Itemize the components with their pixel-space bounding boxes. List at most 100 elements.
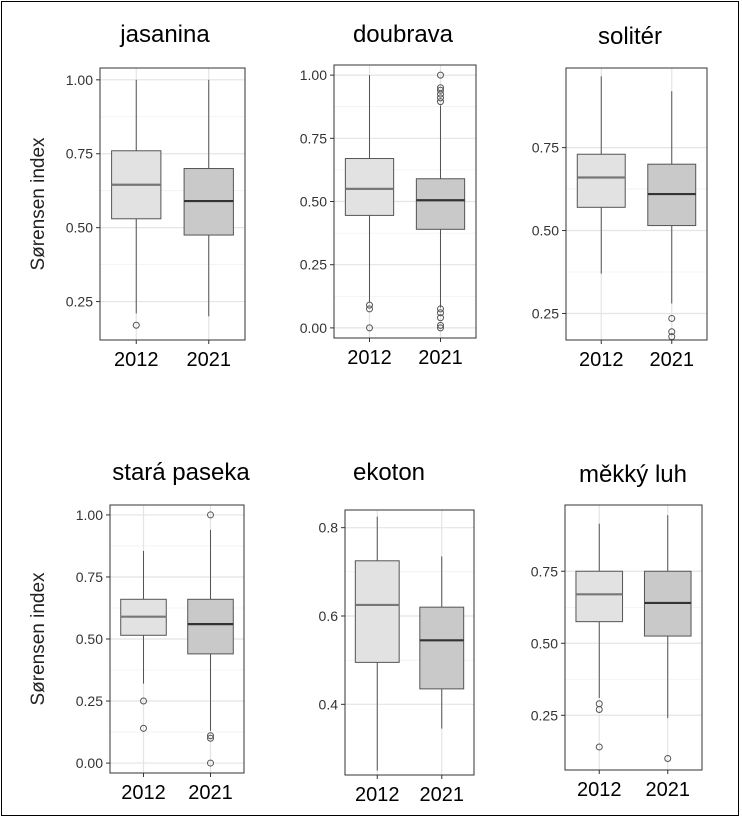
outlier-point bbox=[140, 697, 147, 705]
panel-title: měkký luh bbox=[579, 461, 687, 488]
x-tick-label: 2012 bbox=[121, 782, 166, 804]
box-2012 bbox=[111, 79, 162, 329]
panel-border bbox=[99, 67, 246, 341]
outlier-point bbox=[664, 754, 672, 762]
panel-border bbox=[564, 504, 703, 771]
outlier-point bbox=[140, 724, 147, 732]
outlier-point bbox=[437, 305, 444, 313]
y-tick-label: 0.50 bbox=[66, 220, 93, 236]
y-tick-label: 0.50 bbox=[532, 223, 559, 239]
y-tick-label: 0.75 bbox=[66, 146, 93, 162]
x-tick-label: 2021 bbox=[650, 349, 695, 371]
x-tick-label: 2021 bbox=[418, 347, 463, 369]
panel-3: solitér 0.25 0.50 0.75 2012 2021 bbox=[532, 23, 708, 371]
y-tick-label: 0.6 bbox=[319, 608, 339, 624]
y-tick-label: 0.75 bbox=[532, 140, 559, 156]
x-tick-label: 2021 bbox=[188, 782, 233, 804]
outlier-point bbox=[595, 743, 603, 751]
iqr-box bbox=[354, 560, 400, 663]
outlier-point bbox=[668, 328, 676, 336]
outlier-point bbox=[366, 301, 373, 309]
box-2021 bbox=[187, 511, 234, 767]
box-2021 bbox=[643, 515, 692, 762]
y-tick-label: 0.75 bbox=[300, 130, 327, 146]
y-tick-label: 0.25 bbox=[300, 257, 327, 273]
plot-area bbox=[565, 505, 702, 770]
y-tick-label: 0.25 bbox=[66, 294, 93, 310]
outlier-point bbox=[437, 98, 444, 106]
outlier-point bbox=[207, 511, 214, 519]
box-2012 bbox=[576, 76, 626, 274]
iqr-box bbox=[415, 178, 466, 230]
y-tick-label: 1.00 bbox=[76, 507, 103, 523]
y-tick-label: 0.25 bbox=[531, 707, 558, 723]
outlier-point bbox=[437, 314, 444, 322]
y-tick-label: 1.00 bbox=[300, 67, 327, 83]
outlier-point bbox=[366, 305, 373, 313]
panel-title: ekoton bbox=[353, 459, 425, 486]
outlier-point bbox=[437, 321, 444, 329]
outlier-point bbox=[366, 324, 373, 332]
y-tick-label: 0.00 bbox=[76, 755, 103, 771]
panel-title: jasanina bbox=[119, 21, 210, 48]
iqr-box bbox=[575, 570, 624, 623]
y-tick-label: 1.00 bbox=[66, 72, 93, 88]
y-tick-label: 0.50 bbox=[531, 635, 558, 651]
y-tick-label: 0.25 bbox=[532, 305, 559, 321]
outlier-point bbox=[437, 71, 444, 79]
panel-2: doubrava 0.00 0.25 0.50 0.75 1.00 2012 2021 bbox=[300, 21, 477, 369]
y-tick-label: 0.4 bbox=[319, 696, 339, 712]
outlier-point bbox=[595, 700, 603, 708]
y-axis-label: Sørensen index bbox=[28, 572, 49, 706]
panel-1: jasanina 0.25 0.50 0.75 1.00 2012 2021 Sørensen… bbox=[28, 21, 246, 371]
x-tick-label: 2012 bbox=[577, 779, 622, 801]
outlier-point bbox=[207, 734, 214, 742]
x-tick-label: 2012 bbox=[355, 784, 400, 806]
panel-border bbox=[344, 509, 475, 776]
y-tick-label: 0.50 bbox=[300, 194, 327, 210]
x-tick-label: 2012 bbox=[579, 349, 624, 371]
y-tick-label: 0.8 bbox=[319, 520, 339, 536]
outlier-point bbox=[668, 314, 676, 322]
box-2021 bbox=[647, 91, 697, 341]
box-2021 bbox=[419, 556, 465, 729]
outlier-point bbox=[207, 759, 214, 767]
iqr-box bbox=[344, 158, 395, 216]
box-2012 bbox=[344, 75, 395, 332]
outlier-point bbox=[437, 94, 444, 102]
box-2012 bbox=[120, 550, 167, 732]
panel-4: stará paseka 0.00 0.25 0.50 0.75 1.00 2012 2021… bbox=[28, 459, 250, 804]
box-2021 bbox=[415, 71, 466, 332]
y-axis-label: Sørensen index bbox=[28, 137, 49, 271]
y-tick-label: 0.50 bbox=[76, 631, 103, 647]
iqr-box bbox=[187, 598, 234, 655]
x-tick-label: 2021 bbox=[420, 784, 465, 806]
outlier-point bbox=[437, 86, 444, 94]
outlier-point bbox=[132, 321, 140, 329]
box-2012 bbox=[575, 523, 624, 751]
panel-title: doubrava bbox=[353, 21, 454, 48]
outlier-point bbox=[437, 84, 444, 92]
iqr-box bbox=[576, 153, 626, 208]
y-tick-label: 0.00 bbox=[300, 320, 327, 336]
x-tick-label: 2021 bbox=[646, 779, 691, 801]
box-2021 bbox=[183, 79, 234, 317]
y-tick-label: 0.75 bbox=[531, 563, 558, 579]
outlier-point bbox=[437, 324, 444, 332]
x-tick-label: 2012 bbox=[347, 347, 392, 369]
panel-title: stará paseka bbox=[112, 459, 250, 486]
panel-5: ekoton 0.4 0.6 0.8 2012 2021 bbox=[319, 459, 475, 806]
outlier-point bbox=[437, 309, 444, 317]
x-tick-label: 2021 bbox=[187, 349, 232, 371]
panel-title: solitér bbox=[598, 23, 662, 50]
iqr-box bbox=[419, 606, 465, 690]
box-2012 bbox=[354, 516, 400, 771]
panel-border bbox=[565, 67, 708, 341]
outlier-point bbox=[207, 732, 214, 740]
panel-6: měkký luh 0.25 0.50 0.75 2012 2021 bbox=[531, 461, 703, 801]
x-tick-label: 2012 bbox=[114, 349, 159, 371]
y-tick-label: 0.75 bbox=[76, 569, 103, 585]
y-tick-label: 0.25 bbox=[76, 693, 103, 709]
